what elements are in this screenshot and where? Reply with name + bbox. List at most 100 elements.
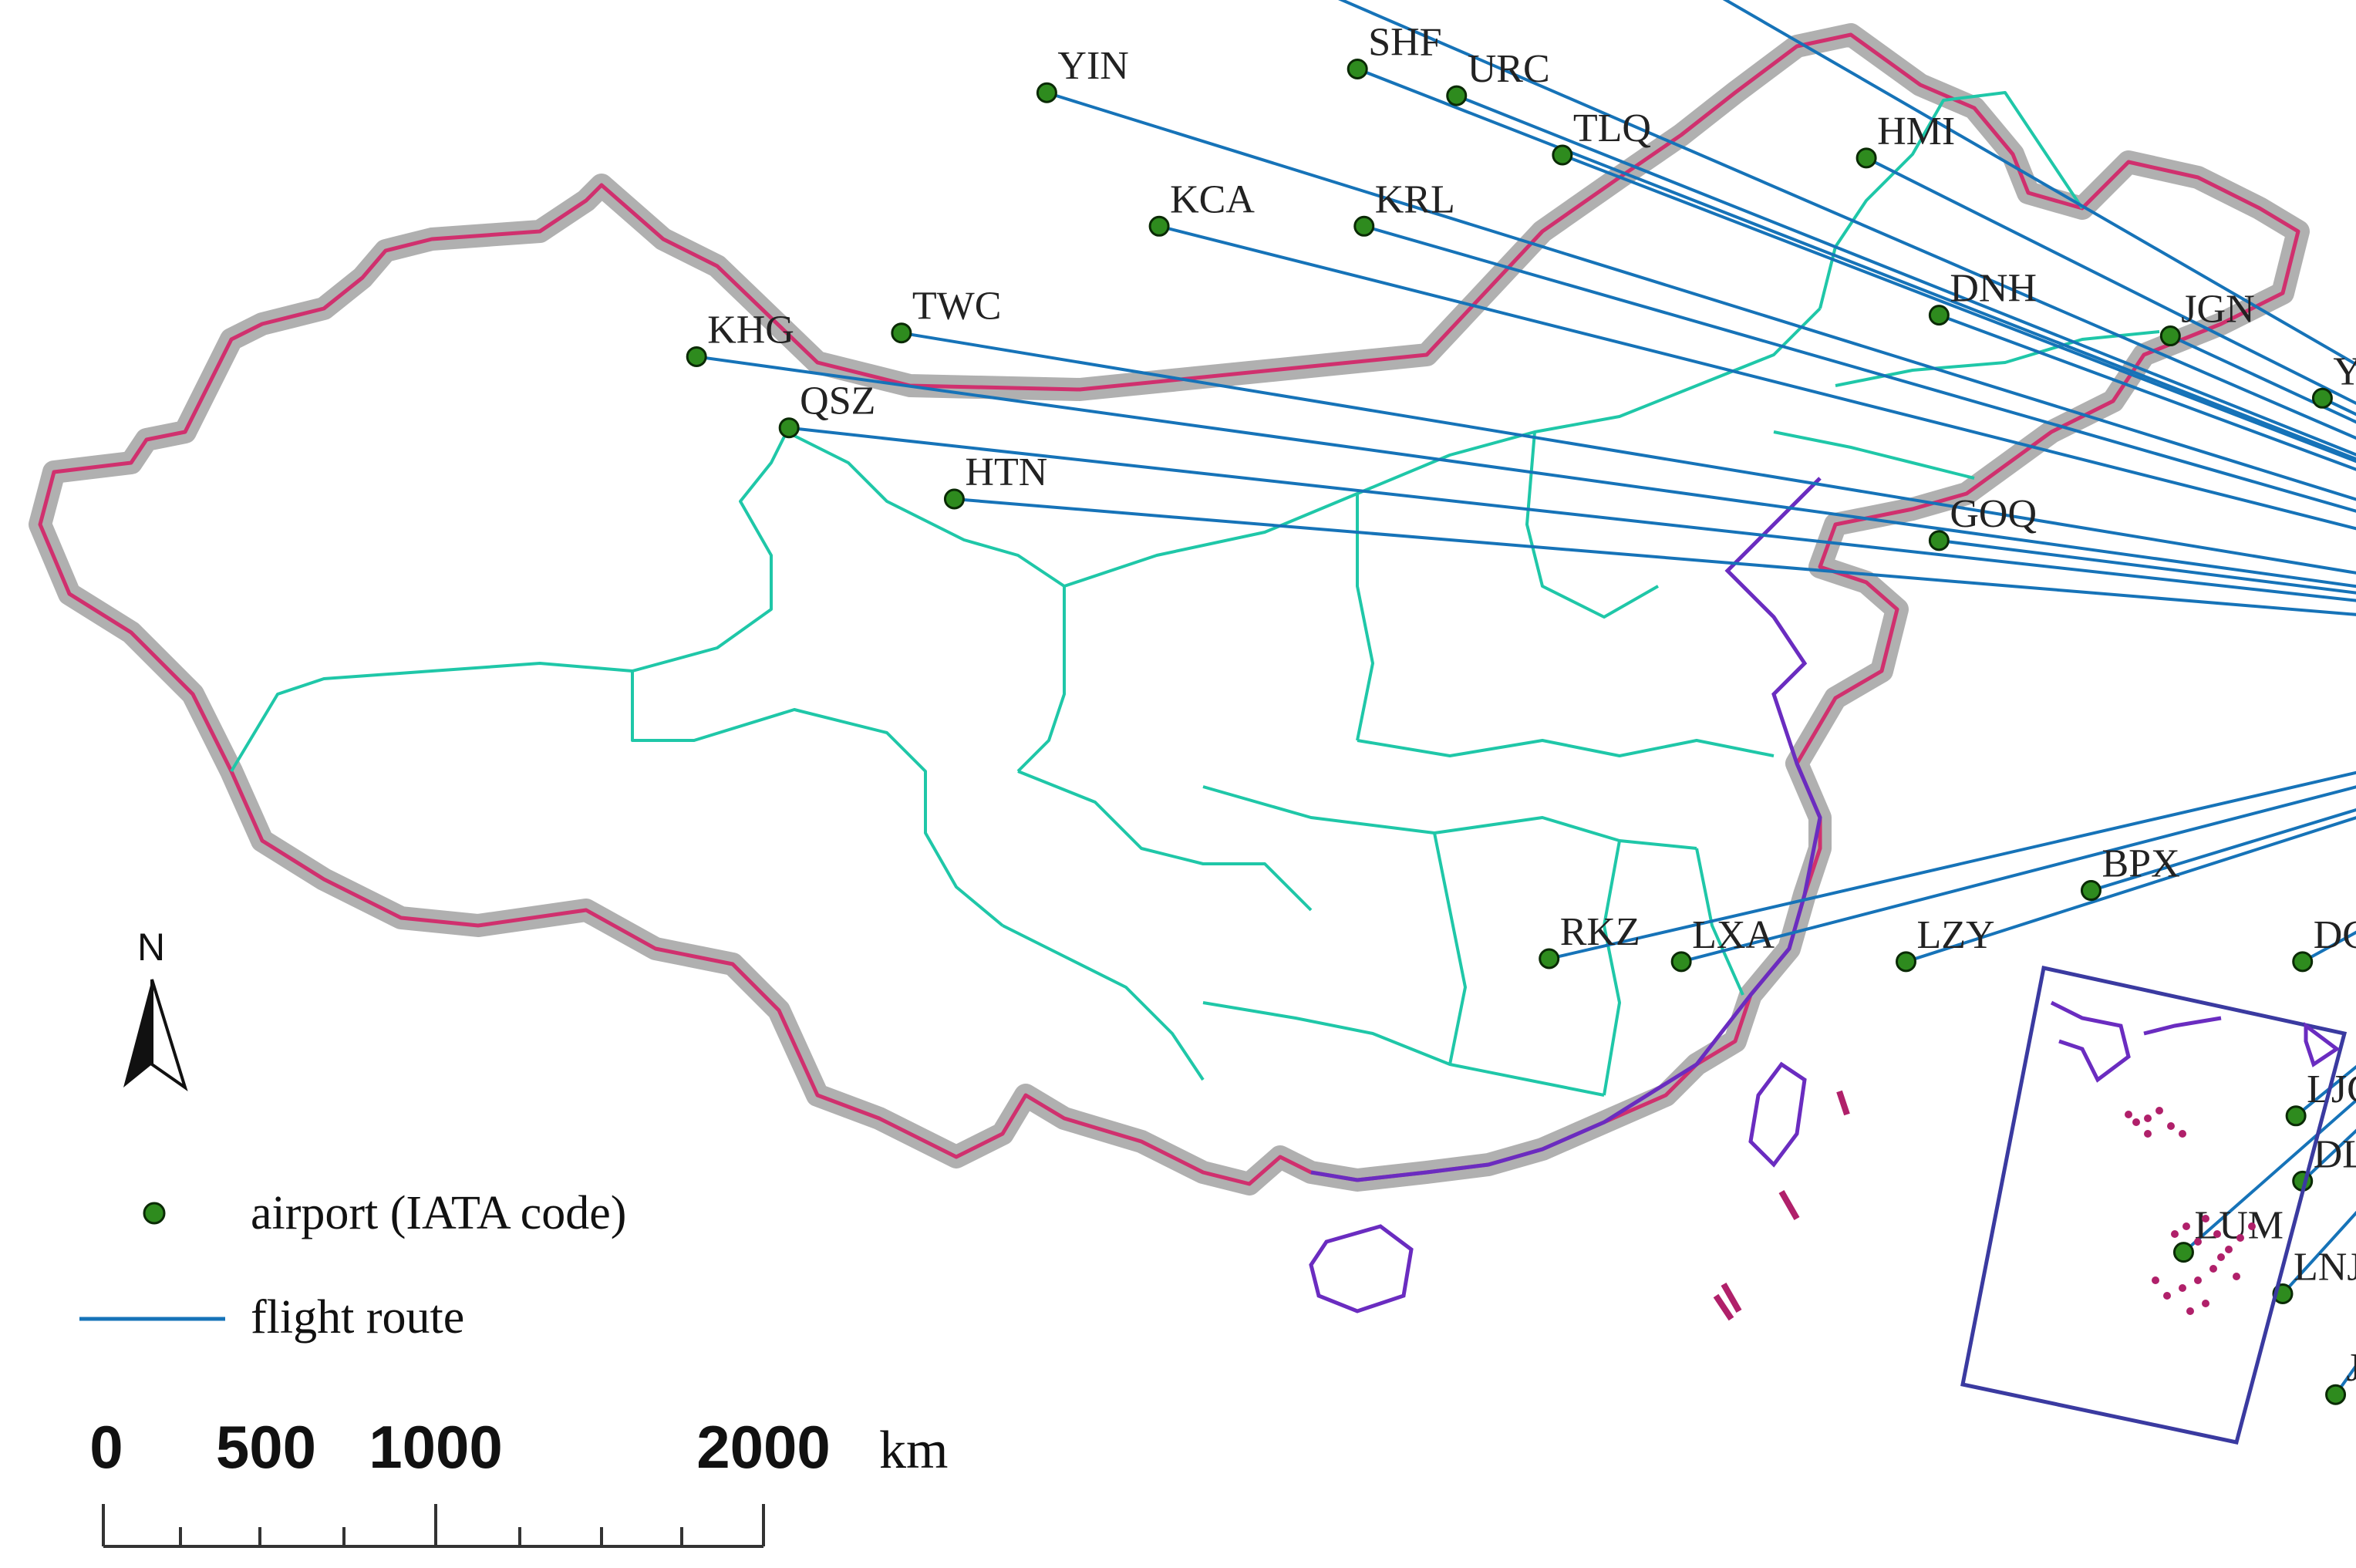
flight-route-dnh — [1938, 313, 2356, 471]
inset-island-dot — [2179, 1284, 2186, 1292]
airport-marker-htn — [943, 488, 965, 510]
sea-boundary-dash — [1778, 1190, 1800, 1220]
inset-island-dot — [2186, 1307, 2194, 1315]
coastline-east — [1310, 477, 1822, 1182]
inset-island-dot — [2209, 1265, 2217, 1273]
airport-marker-dnh — [1928, 305, 1950, 326]
legend-airport-label: airport (IATA code) — [251, 1187, 626, 1239]
inset-island-dot — [2171, 1230, 2179, 1238]
flight-route-htn — [954, 497, 2356, 616]
scale-label-0: 0 — [89, 1413, 123, 1481]
province-line-xinjiang — [230, 431, 788, 773]
airport-label-yzy: YZY — [2333, 349, 2356, 393]
inset-island-dot — [2202, 1300, 2209, 1307]
airport-marker-rkz — [1539, 948, 1560, 969]
airport-label-qsz: QSZ — [800, 379, 875, 423]
province-line-fujian — [1695, 848, 1744, 996]
airport-marker-lzy — [1896, 951, 1917, 973]
province-line-jiangxi — [1603, 840, 1621, 1096]
airport-marker-shf — [1347, 58, 1368, 79]
inset-coast — [2050, 1000, 2341, 1083]
flight-route-qsz — [788, 426, 2356, 602]
legend-route-label: flight route — [251, 1291, 464, 1344]
province-line-hebei — [1525, 431, 1659, 619]
scale-label-2000: 2000 — [696, 1413, 831, 1481]
airport-markers — [686, 58, 2347, 1405]
inset-island-dot — [2152, 1276, 2159, 1284]
scale-bar: 0 500 1000 2000 km — [89, 1413, 948, 1548]
airport-marker-ljg — [2285, 1105, 2307, 1127]
inset-island-dot — [2182, 1222, 2190, 1230]
province-line-liaoning — [1773, 430, 1975, 480]
scale-unit: km — [879, 1421, 948, 1480]
flight-route-krl — [1363, 224, 2356, 513]
flight-route-khg — [696, 355, 2356, 588]
province-line-guangxi — [1202, 1001, 1605, 1097]
airport-label-kca: KCA — [1170, 177, 1255, 221]
inset-frame — [1960, 966, 2348, 1445]
province-line-henan — [1357, 739, 1775, 757]
inset-island-dot — [2233, 1273, 2240, 1280]
airport-marker-qsz — [778, 417, 800, 439]
flight-route-aat — [1722, 0, 2356, 366]
country-outline-shadow — [29, 23, 2310, 1195]
flight-routes — [696, 0, 2356, 1396]
country-boundary — [29, 23, 2310, 1195]
airport-label-dnh: DNH — [1950, 267, 2037, 311]
airport-marker-kca — [1148, 215, 1170, 237]
airport-marker-yzy — [2311, 387, 2333, 409]
airport-marker-twc — [891, 322, 912, 344]
airport-label-yin: YIN — [1057, 44, 1128, 88]
airport-label-shf: SHF — [1368, 20, 1441, 64]
airport-marker-lxa — [1670, 951, 1692, 973]
airport-label-urc: URC — [1468, 47, 1550, 91]
north-arrow-right-half — [150, 979, 188, 1091]
airport-label-lxa: LXA — [1692, 913, 1775, 957]
airport-label-khg: KHG — [707, 308, 794, 352]
airport-label-twc: TWC — [912, 285, 1002, 329]
airport-label-jgn: JGN — [2181, 288, 2254, 332]
province-line-hubei — [1202, 785, 1697, 850]
inset-island-dot — [2225, 1246, 2233, 1253]
flight-route-lum — [2182, 1098, 2356, 1254]
flight-route-lzy — [1905, 816, 2356, 963]
airport-marker-goq — [1928, 530, 1950, 551]
airport-marker-jgn — [2159, 325, 2181, 347]
north-arrow-letter: N — [137, 926, 165, 969]
province-line-yunnan — [1002, 924, 1205, 1081]
taiwan-island — [1748, 1061, 1807, 1168]
flight-route-hmi — [1866, 157, 2356, 406]
flight-route-kca — [1158, 224, 2356, 531]
airport-label-lnj: LNJ — [2294, 1245, 2356, 1289]
inset-island-dot — [2179, 1130, 2186, 1138]
airport-label-krl: KRL — [1375, 177, 1455, 221]
airport-label-htn: HTN — [965, 450, 1047, 494]
airport-marker-jhg — [2325, 1384, 2347, 1405]
airport-labels: AATTCGYINSHFURCTLQHMIKCAKRLKHGTWCQSZHTND… — [707, 20, 2356, 1390]
scale-bar-line — [102, 1504, 765, 1548]
airport-marker-lum — [2172, 1242, 2194, 1263]
flight-route-tcg — [1337, 0, 2356, 440]
airport-label-dcy: DCY — [2314, 913, 2356, 957]
south-china-sea-inset — [1960, 966, 2348, 1445]
map-legend: airport (IATA code) flight route — [79, 1187, 626, 1344]
inset-island-dot — [2248, 1222, 2256, 1230]
airport-label-hmi: HMI — [1877, 110, 1955, 153]
airport-marker-tlq — [1552, 144, 1573, 166]
airport-label-lzy: LZY — [1917, 913, 1995, 957]
inset-island-dot — [2213, 1230, 2221, 1238]
inset-island-dot — [2202, 1215, 2209, 1222]
airport-marker-bpx — [2080, 880, 2102, 902]
sea-dashes — [1713, 1090, 1850, 1321]
country-border — [38, 32, 2300, 1186]
flight-route-shf — [1357, 67, 2356, 461]
inset-island-dot — [2236, 1234, 2244, 1242]
inset-island-dot — [2194, 1238, 2202, 1246]
north-arrow: N — [123, 926, 188, 1091]
flight-route-rkz — [1549, 771, 2356, 960]
sea-boundary-dash — [1836, 1090, 1850, 1116]
inset-island-dot — [2155, 1107, 2163, 1114]
airport-marker-khg — [686, 346, 707, 367]
flight-route-ljg — [2294, 1064, 2356, 1118]
